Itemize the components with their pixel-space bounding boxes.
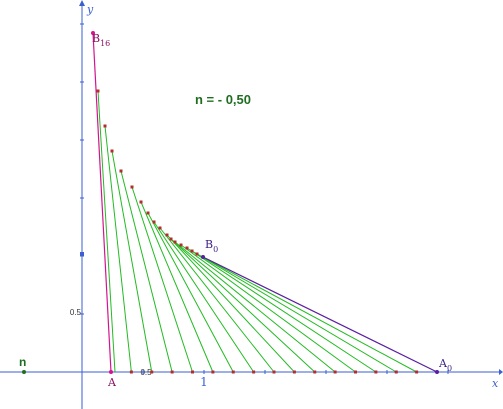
label-b16: B16 — [92, 32, 110, 48]
envelope-segments — [97, 90, 417, 373]
x-axis-arrow — [499, 369, 503, 375]
axis-point[interactable] — [231, 370, 235, 374]
envelope-segment — [166, 234, 295, 373]
label-a0: A0 — [438, 357, 452, 373]
axis-point[interactable] — [252, 370, 256, 374]
envelope-segment — [131, 186, 193, 373]
envelope-segment — [159, 227, 275, 373]
curve-point[interactable] — [96, 89, 100, 93]
axis-point[interactable] — [211, 370, 215, 374]
curve-point[interactable] — [139, 200, 143, 204]
axis-ticks — [80, 23, 449, 374]
curve-point[interactable] — [110, 149, 114, 153]
envelope-segment — [180, 244, 356, 373]
segment-a0-b0 — [202, 256, 438, 373]
y-tick-label-half: 0.5 — [70, 308, 82, 317]
label-b0: B0 — [205, 238, 218, 254]
y-axis-label: y — [86, 3, 94, 16]
axis-point[interactable] — [191, 370, 194, 374]
axis-point[interactable] — [313, 370, 317, 374]
axis-point[interactable] — [292, 370, 296, 374]
axis-point[interactable] — [394, 370, 398, 374]
x-axis-label: x — [492, 377, 499, 390]
y-unit-marker — [80, 252, 84, 256]
axis-point[interactable] — [129, 370, 133, 374]
curve-point[interactable] — [173, 240, 177, 244]
curve-point[interactable] — [169, 237, 173, 241]
slider-n-handle[interactable] — [22, 370, 26, 374]
axis-point[interactable] — [354, 370, 357, 374]
x-tick-label-one: 1 — [200, 375, 208, 389]
envelope-segment — [170, 238, 316, 373]
envelope-segment — [97, 90, 116, 373]
curve-point[interactable] — [185, 246, 189, 250]
axis-point[interactable] — [272, 370, 276, 374]
curve-point[interactable] — [195, 252, 199, 256]
curve-point[interactable] — [158, 226, 162, 230]
envelope-segment — [153, 221, 255, 373]
curve-point[interactable] — [152, 220, 156, 224]
curve-points — [96, 89, 199, 256]
x-tick-label-half: 0.5 — [140, 368, 152, 377]
point-b0[interactable] — [201, 255, 205, 259]
envelope-segment — [191, 250, 397, 373]
axis-points — [129, 370, 419, 374]
curve-point[interactable] — [165, 233, 169, 237]
axis-point[interactable] — [150, 370, 154, 374]
envelope-segment — [147, 212, 234, 373]
point-a0[interactable] — [435, 370, 439, 374]
segment-a-b16 — [92, 32, 112, 373]
y-axis-arrow — [79, 0, 85, 6]
parameter-value: n = - 0,50 — [195, 92, 251, 107]
point-b16[interactable] — [91, 31, 95, 35]
envelope-segment — [104, 125, 132, 373]
curve-point[interactable] — [190, 249, 194, 253]
axis-point[interactable] — [374, 370, 378, 374]
axis-point[interactable] — [333, 370, 337, 374]
slider-n-label: n — [19, 355, 26, 369]
envelope-segment — [174, 241, 336, 373]
curve-point[interactable] — [146, 211, 150, 215]
envelope-segment — [186, 247, 377, 373]
label-a: A — [107, 376, 117, 389]
envelope-segment — [140, 201, 214, 373]
axis-point[interactable] — [170, 370, 174, 374]
point-a[interactable] — [109, 370, 113, 374]
curve-point[interactable] — [103, 124, 107, 128]
curve-point[interactable] — [179, 243, 183, 247]
curve-point[interactable] — [119, 169, 123, 173]
envelope-segment — [111, 150, 153, 373]
envelope-segment — [196, 253, 417, 373]
axis-point[interactable] — [415, 370, 419, 374]
curve-point[interactable] — [130, 185, 134, 189]
envelope-segment — [120, 170, 173, 373]
